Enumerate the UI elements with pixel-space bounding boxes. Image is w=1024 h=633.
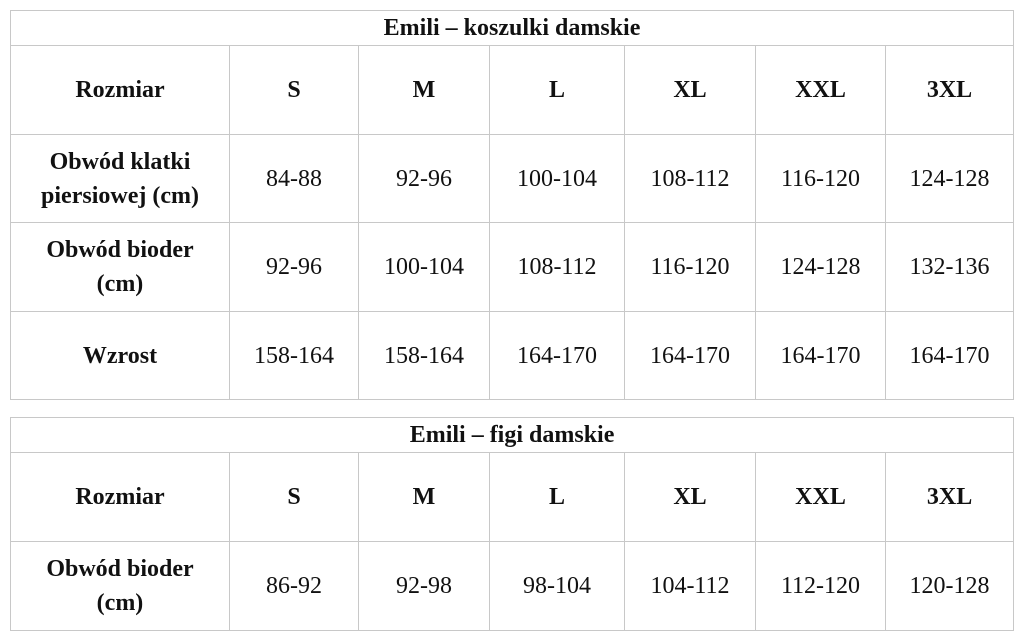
table-cell: 108-112	[624, 134, 756, 223]
table-cell: 100-104	[358, 222, 490, 312]
table-cell: 132-136	[884, 222, 1015, 312]
table-title: Emili – figi damskie	[9, 417, 1015, 453]
header-cell: XXL	[755, 45, 886, 135]
table-cell: 116-120	[624, 222, 756, 312]
table-cell: 108-112	[489, 222, 625, 312]
table-cell: 84-88	[229, 134, 359, 223]
table-cell: 164-170	[489, 311, 625, 400]
table-cell: 92-98	[358, 541, 490, 631]
header-cell: XL	[624, 452, 756, 542]
header-cell: XL	[624, 45, 756, 135]
table-cell: 164-170	[624, 311, 756, 400]
table-row: Obwód klatki piersiowej (cm) 84-88 92-96…	[10, 134, 1015, 223]
size-table-shirts: Emili – koszulki damskie Rozmiar S M L X…	[9, 10, 1015, 400]
row-label: Wzrost	[10, 311, 230, 400]
table-cell: 116-120	[755, 134, 886, 223]
table-cell: 164-170	[884, 311, 1015, 400]
header-cell: S	[229, 452, 359, 542]
table-cell: 100-104	[489, 134, 625, 223]
table-cell: 92-96	[229, 222, 359, 312]
header-cell: M	[358, 452, 490, 542]
table-cell: 112-120	[755, 541, 886, 631]
header-cell: L	[489, 452, 625, 542]
table-cell: 124-128	[884, 134, 1015, 223]
row-label: Obwód klatki piersiowej (cm)	[10, 134, 230, 223]
table-row: Obwód bioder (cm) 86-92 92-98 98-104 104…	[10, 541, 1015, 631]
table-row: Wzrost 158-164 158-164 164-170 164-170 1…	[10, 311, 1015, 400]
table-cell: 164-170	[755, 311, 886, 400]
size-table-briefs: Emili – figi damskie Rozmiar S M L XL XX…	[9, 417, 1015, 631]
row-label: Obwód bioder (cm)	[10, 541, 230, 631]
header-row: Rozmiar S M L XL XXL 3XL	[10, 45, 1015, 135]
header-row: Rozmiar S M L XL XXL 3XL	[10, 452, 1015, 542]
header-cell: L	[489, 45, 625, 135]
table-title: Emili – koszulki damskie	[9, 10, 1015, 46]
header-cell: XXL	[755, 452, 886, 542]
table-cell: 98-104	[489, 541, 625, 631]
header-cell: M	[358, 45, 490, 135]
table-cell: 86-92	[229, 541, 359, 631]
header-cell: 3XL	[884, 45, 1015, 135]
row-label: Obwód bioder (cm)	[10, 222, 230, 312]
header-cell: Rozmiar	[10, 452, 230, 542]
table-cell: 104-112	[624, 541, 756, 631]
table-cell: 158-164	[358, 311, 490, 400]
table-row: Obwód bioder (cm) 92-96 100-104 108-112 …	[10, 222, 1015, 312]
table-cell: 124-128	[755, 222, 886, 312]
header-cell: Rozmiar	[10, 45, 230, 135]
header-cell: 3XL	[884, 452, 1015, 542]
table-cell: 120-128	[884, 541, 1015, 631]
table-cell: 158-164	[229, 311, 359, 400]
table-cell: 92-96	[358, 134, 490, 223]
header-cell: S	[229, 45, 359, 135]
